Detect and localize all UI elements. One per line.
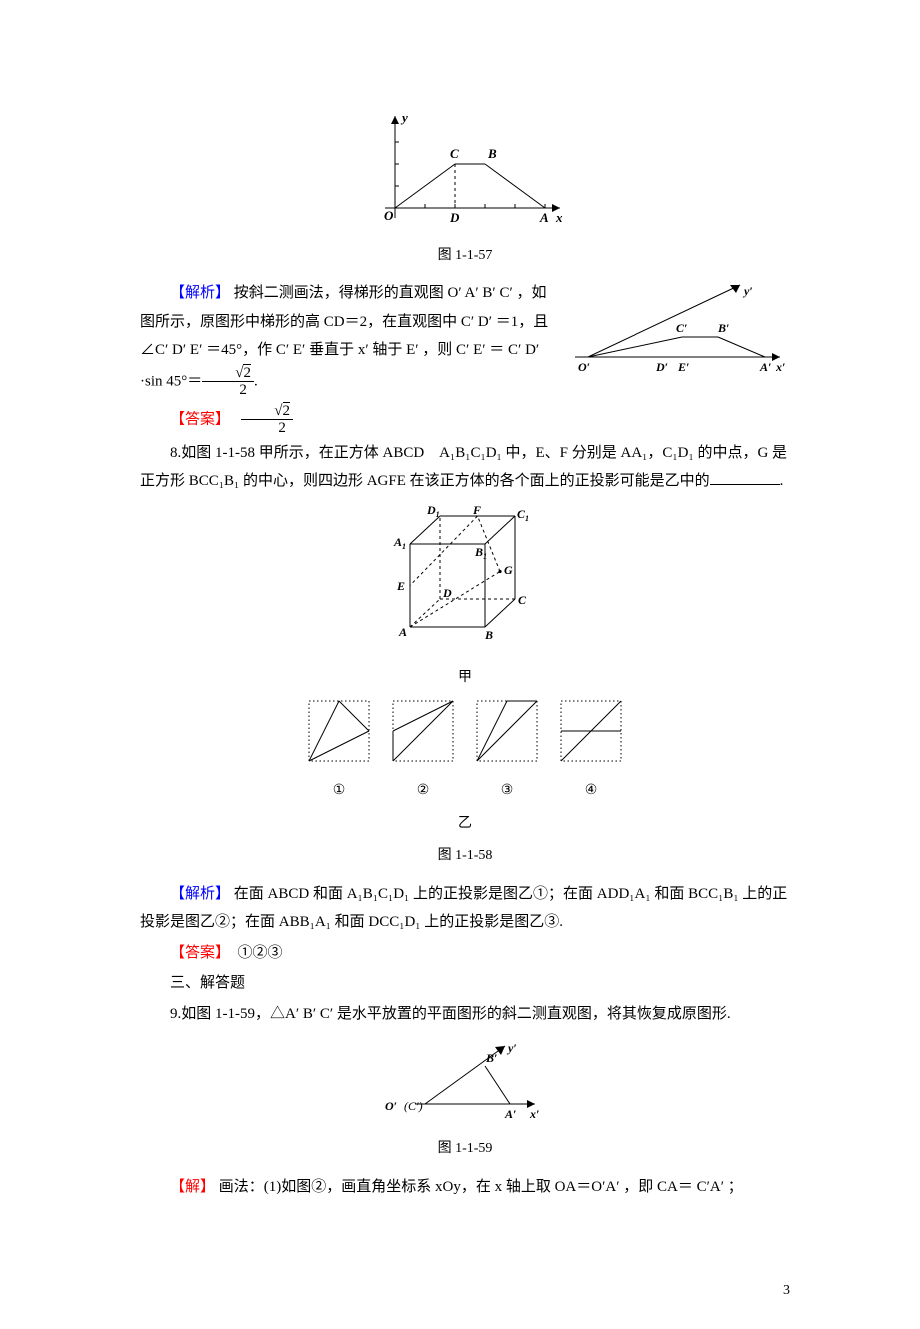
- svg-text:x: x: [555, 210, 563, 225]
- q8-blank: [710, 484, 780, 485]
- svg-text:D: D: [442, 586, 452, 600]
- svg-text:O′: O′: [385, 1099, 397, 1113]
- svg-text:D: D: [449, 210, 460, 225]
- figure-1-1-57: O C B A D x y: [140, 108, 790, 239]
- svg-text:G: G: [504, 563, 513, 577]
- cube-figure: A B C D A1 B1 C1 D1 E F G: [140, 504, 790, 660]
- analysis-label: 【解析】: [170, 285, 230, 301]
- svg-text:C: C: [450, 146, 459, 161]
- jia-caption: 甲: [140, 665, 790, 692]
- solve-9: 【解】 画法：(1)如图②，画直角坐标系 xOy，在 x 轴上取 OA＝O′A′…: [140, 1173, 790, 1202]
- q9-text: 如图 1-1-59，△A′ B′ C′ 是水平放置的平面图形的斜二测直观图，将其…: [181, 1006, 730, 1022]
- svg-text:A1: A1: [393, 535, 406, 551]
- svg-text:O: O: [384, 208, 394, 223]
- q8-number: 8.: [170, 445, 181, 461]
- svg-text:(C′): (C′): [404, 1099, 423, 1113]
- opt2-label: ②: [390, 778, 456, 805]
- svg-text:C1: C1: [517, 507, 529, 523]
- answer-label: 【答案】: [170, 411, 223, 427]
- option-1: [306, 698, 372, 764]
- question-9: 9.如图 1-1-59，△A′ B′ C′ 是水平放置的平面图形的斜二测直观图，…: [140, 1000, 790, 1029]
- answer8-value: ①②③: [238, 945, 283, 961]
- svg-text:B: B: [484, 628, 493, 642]
- fig57-svg: O C B A D x y: [360, 108, 570, 228]
- q8-text: 如图 1-1-58 甲所示，在正方体 ABCD A₁B₁C₁D₁ 中，E、F 分…: [140, 445, 787, 490]
- yi-caption: 乙: [140, 811, 790, 838]
- svg-text:A′: A′: [759, 360, 771, 374]
- opt1-label: ①: [306, 778, 372, 805]
- svg-text:y′: y′: [742, 284, 753, 298]
- page-number: 3: [0, 1283, 920, 1329]
- oblique-svg: O′ D′ E′ A′ x′ C′ B′ y′: [570, 279, 790, 374]
- figure-1-1-59: O′ (C′) A′ x′ B′ y′: [140, 1036, 790, 1132]
- answer8-label: 【答案】: [170, 945, 223, 961]
- analysis-8: 【解析】 在面 ABCD 和面 A₁B₁C₁D₁ 上的正投影是图乙①；在面 AD…: [140, 880, 790, 937]
- svg-text:A′: A′: [504, 1107, 516, 1121]
- analysis8-label: 【解析】: [170, 886, 230, 902]
- fig59-svg: O′ (C′) A′ x′ B′ y′: [380, 1036, 550, 1121]
- question-8: 8.如图 1-1-58 甲所示，在正方体 ABCD A₁B₁C₁D₁ 中，E、F…: [140, 439, 790, 496]
- svg-text:A: A: [539, 210, 549, 225]
- section-3: 三、解答题: [140, 969, 790, 998]
- answer-7: 【答案】 √22: [140, 403, 790, 437]
- answer-8: 【答案】 ①②③: [140, 939, 790, 968]
- option-4: [558, 698, 624, 764]
- opt4-label: ④: [558, 778, 624, 805]
- opt3-label: ③: [474, 778, 540, 805]
- svg-text:x′: x′: [775, 360, 785, 374]
- svg-text:F: F: [472, 504, 481, 517]
- svg-text:B: B: [487, 146, 497, 161]
- oblique-figure: O′ D′ E′ A′ x′ C′ B′ y′: [570, 279, 790, 385]
- cube-svg: A B C D A1 B1 C1 D1 E F G: [385, 504, 545, 649]
- solve9-label: 【解】: [170, 1179, 215, 1195]
- q9-number: 9.: [170, 1006, 181, 1022]
- svg-text:y: y: [400, 110, 408, 125]
- svg-text:C: C: [518, 593, 527, 607]
- fig57-caption: 图 1-1-57: [140, 243, 790, 270]
- svg-text:D1: D1: [426, 504, 440, 519]
- svg-text:E: E: [396, 579, 405, 593]
- options-row: ① ② ③ ④: [140, 698, 790, 805]
- svg-text:C′: C′: [676, 321, 687, 335]
- svg-text:y′: y′: [506, 1041, 517, 1055]
- option-2: [390, 698, 456, 764]
- svg-text:D′: D′: [655, 360, 668, 374]
- svg-text:B′: B′: [717, 321, 729, 335]
- fig59-caption: 图 1-1-59: [140, 1136, 790, 1163]
- analysis8-text: 在面 ABCD 和面 A₁B₁C₁D₁ 上的正投影是图乙①；在面 ADD₁A₁ …: [140, 886, 787, 931]
- svg-text:A: A: [398, 625, 407, 639]
- fig58-caption: 图 1-1-58: [140, 843, 790, 870]
- solve9-text: 画法：(1)如图②，画直角坐标系 xOy，在 x 轴上取 OA＝O′A′ ，即 …: [219, 1179, 743, 1195]
- option-3: [474, 698, 540, 764]
- svg-text:x′: x′: [529, 1107, 539, 1121]
- svg-text:E′: E′: [677, 360, 689, 374]
- svg-text:O′: O′: [578, 360, 590, 374]
- svg-text:B′: B′: [485, 1051, 497, 1065]
